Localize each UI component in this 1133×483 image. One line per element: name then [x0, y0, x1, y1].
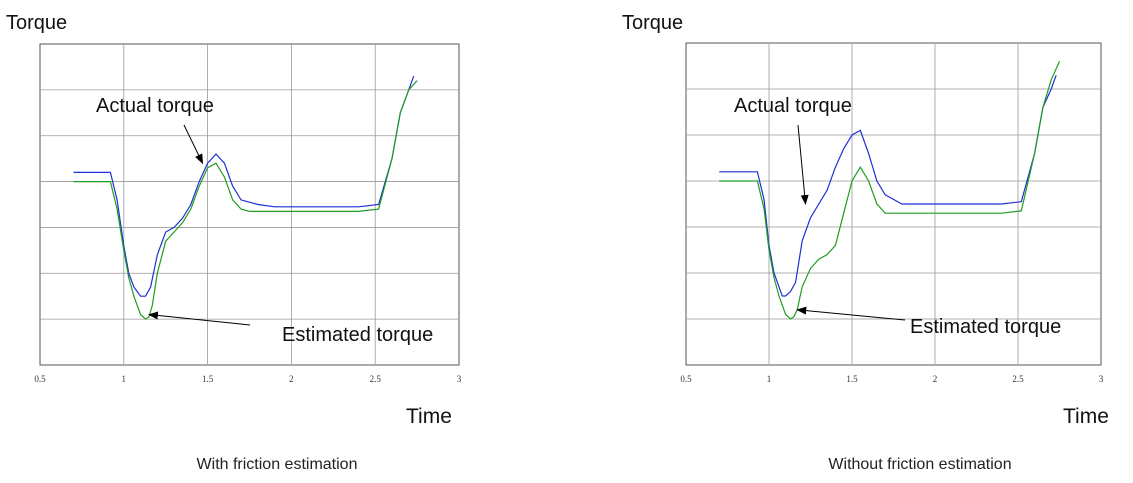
- x-tick-label: 1: [122, 374, 127, 384]
- annotation-label: Estimated torque: [282, 324, 433, 346]
- x-tick-label: 1: [767, 374, 772, 384]
- chart-with-friction: Torque 0.5 1 1.5 2 2.5 3 Actual torque Estimate…: [0, 0, 560, 483]
- series-line-0: [73, 75, 415, 297]
- series-line-1: [73, 80, 418, 320]
- plot-frame: [39, 43, 460, 366]
- x-axis-label: Time: [1063, 405, 1109, 428]
- y-axis-label: Torque: [6, 12, 68, 34]
- annotation-label: Actual torque: [96, 95, 214, 117]
- annotation-label: Estimated torque: [910, 316, 1061, 338]
- chart-svg-with-friction: 0.5 1 1.5 2 2.5 3 Actual torque Estimated torqu…: [34, 43, 462, 384]
- x-tick-label: 2.5: [1012, 374, 1024, 384]
- x-tick-label: 0.5: [680, 374, 692, 384]
- annotation-arrow: [796, 306, 906, 321]
- chart-caption: With friction estimation: [196, 456, 358, 473]
- annotation-label: Actual torque: [734, 95, 852, 117]
- chart-svg-without-friction: 0.5 1 1.5 2 2.5 3 Actual torque Estimated torqu…: [680, 42, 1104, 384]
- y-axis-label: Torque: [622, 12, 684, 34]
- series-line-0: [719, 74, 1057, 297]
- chart-caption: Without friction estimation: [828, 456, 1012, 473]
- annotation-arrow: [147, 311, 251, 326]
- annotation-arrow: [183, 124, 204, 165]
- chart-without-friction: Torque 0.5 1 1.5 2 2.5 3 Actual torque Estimate…: [580, 0, 1133, 483]
- series-line-1: [719, 61, 1061, 320]
- x-tick-label: 1.5: [202, 374, 214, 384]
- x-axis-label: Time: [406, 405, 452, 428]
- x-tick-label: 3: [457, 374, 462, 384]
- x-tick-label: 2.5: [370, 374, 382, 384]
- x-tick-label: 2: [289, 374, 294, 384]
- x-tick-label: 2: [933, 374, 938, 384]
- plot-frame: [685, 42, 1102, 366]
- x-tick-label: 0.5: [34, 374, 46, 384]
- annotation-arrow: [797, 124, 809, 205]
- x-tick-label: 3: [1099, 374, 1104, 384]
- x-tick-label: 1.5: [846, 374, 858, 384]
